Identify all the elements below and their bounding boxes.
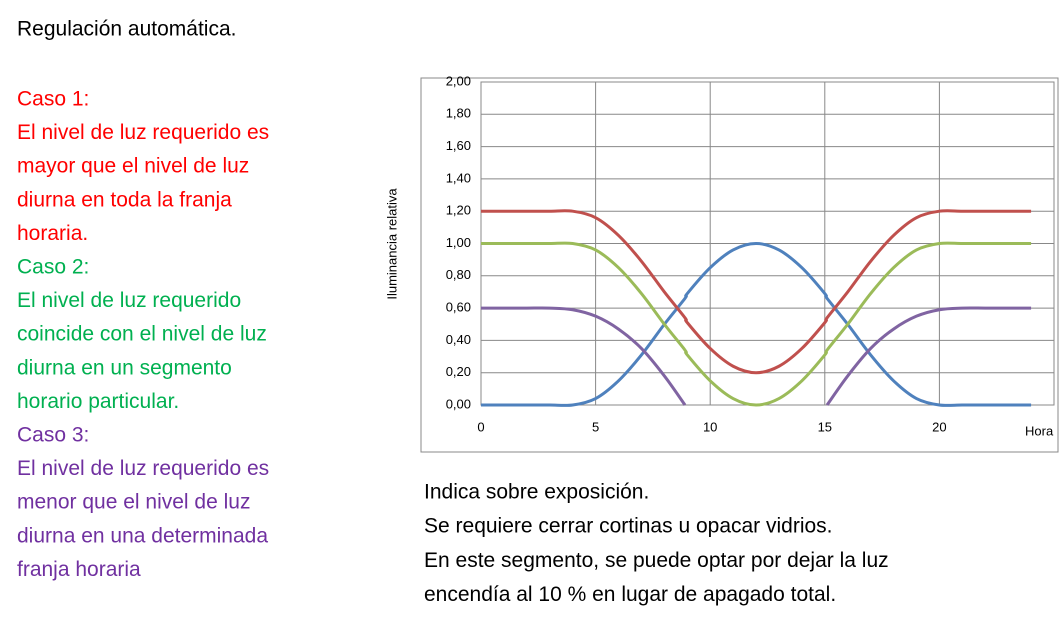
case-text: El nivel de luz requerido es [17,121,269,144]
case-text: menor que el nivel de luz [17,491,250,514]
y-tick-label: 1,00 [446,235,471,250]
x-tick-label: 5 [592,419,599,434]
y-tick-label: 1,60 [446,138,471,153]
case-text: franja horaria [17,558,141,581]
x-tick-label: 20 [932,419,946,434]
y-tick-label: 1,40 [446,170,471,185]
y-tick-label: 0,60 [446,300,471,315]
case-text: Caso 1: [17,88,89,111]
y-tick-label: 2,00 [446,73,471,88]
y-tick-label: 1,20 [446,203,471,218]
y-tick-label: 0,40 [446,332,471,347]
case-text: diurna en toda la franja [17,188,232,211]
series-line [480,209,1032,375]
case-text: diurna en una determinada [17,524,268,547]
y-tick-label: 0,20 [446,364,471,379]
series-line [825,306,1032,406]
case-text: El nivel de luz requerido [17,289,241,312]
series-line [480,241,1032,407]
case-text: diurna en un segmento [17,356,232,379]
chart-frame [420,77,1059,453]
case-text: horario particular. [17,390,179,413]
case-text: coincide con el nivel de luz [17,323,267,346]
y-tick-label: 1,80 [446,106,471,121]
case-text: mayor que el nivel de luz [17,155,249,178]
case-text: horaria. [17,222,88,245]
case-text: El nivel de luz requerido es [17,457,269,480]
y-tick-label: 0,80 [446,267,471,282]
note-text: Se requiere cerrar cortinas u opacar vid… [424,515,833,538]
x-tick-label: 0 [477,419,484,434]
y-tick-label: 0,00 [446,396,471,411]
note-text: encendía al 10 % en lugar de apagado tot… [424,583,836,606]
case-text: Caso 3: [17,424,89,447]
heading: Regulación automática. [17,18,236,41]
y-axis-label: Iluminancia relativa [384,188,399,300]
x-tick-label: 15 [818,419,832,434]
note-text: En este segmento, se puede optar por dej… [424,549,889,572]
series-line [480,306,687,406]
case-text: Caso 2: [17,256,89,279]
series-line [481,241,1032,407]
note-text: Indica sobre exposición. [424,481,649,504]
x-tick-label: 10 [703,419,717,434]
x-axis-label: Hora [1025,423,1054,438]
